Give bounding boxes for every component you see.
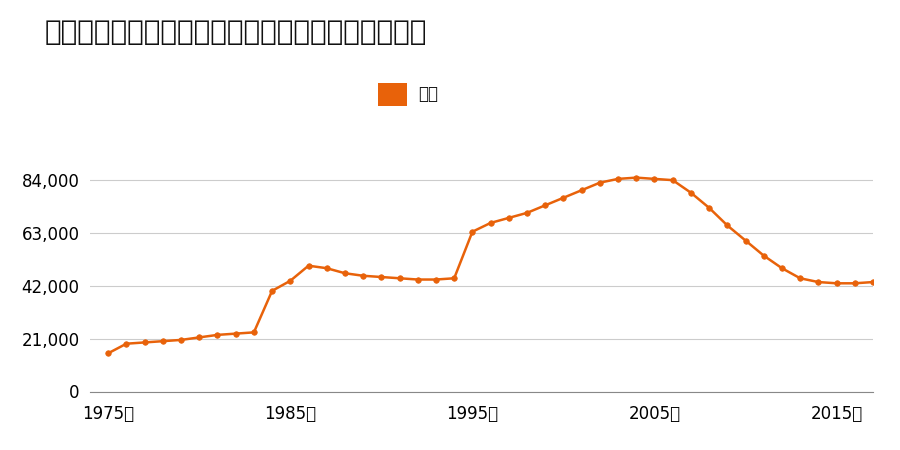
Text: 山形県山形市大字江俣字裏田１４８１番の地価推移: 山形県山形市大字江俣字裏田１４８１番の地価推移 bbox=[45, 18, 428, 46]
Text: 価格: 価格 bbox=[418, 85, 438, 103]
